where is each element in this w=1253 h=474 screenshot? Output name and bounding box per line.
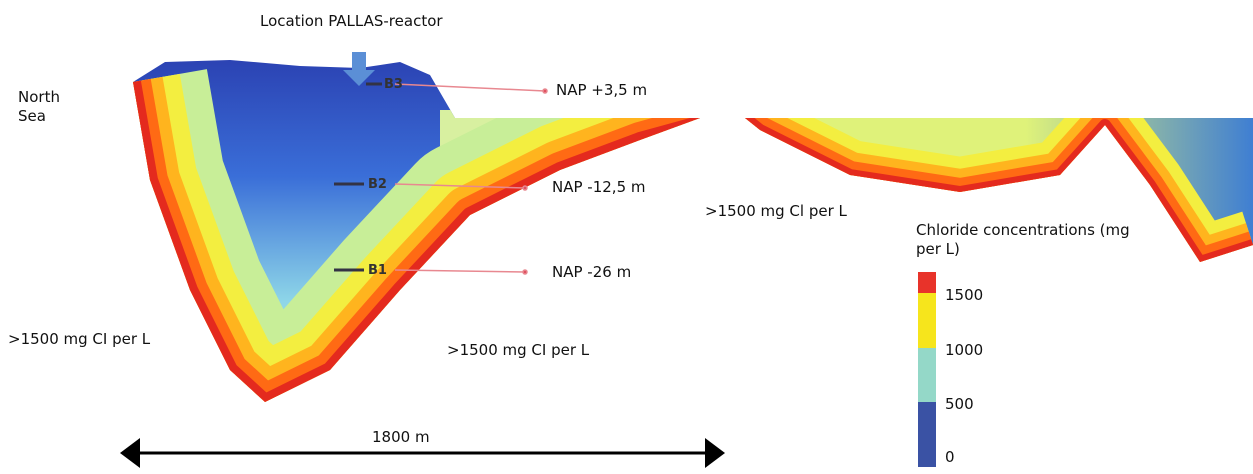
legend-tick: 1000 (945, 341, 984, 359)
borehole-name: B1 (368, 263, 387, 278)
level-label: NAP +3,5 m (556, 81, 648, 99)
borehole-marks (334, 82, 382, 272)
borehole-name: B3 (384, 77, 403, 92)
level-label: NAP -12,5 m (552, 178, 646, 196)
sea-label: North Sea (18, 88, 60, 125)
title: Location PALLAS-reactor (260, 12, 443, 30)
scale-arrow (120, 438, 725, 468)
salinity-label: >1500 mg CI per L (447, 341, 590, 359)
legend-tick: 0 (945, 448, 955, 466)
level-lines (394, 83, 548, 275)
borehole-name: B2 (368, 177, 387, 192)
salinity-label: >1500 mg CI per L (8, 330, 151, 348)
legend-tick: 1500 (945, 286, 984, 304)
reactor-arrow (343, 52, 375, 86)
level-label: NAP -26 m (552, 263, 632, 281)
legend-title: Chloride concentrations (mg per L) (916, 221, 1130, 258)
legend-tick: 500 (945, 395, 974, 413)
legend-bar (918, 272, 936, 467)
left-basin (133, 60, 720, 402)
salinity-label: >1500 mg Cl per L (705, 202, 847, 220)
scale-label: 1800 m (372, 428, 430, 446)
